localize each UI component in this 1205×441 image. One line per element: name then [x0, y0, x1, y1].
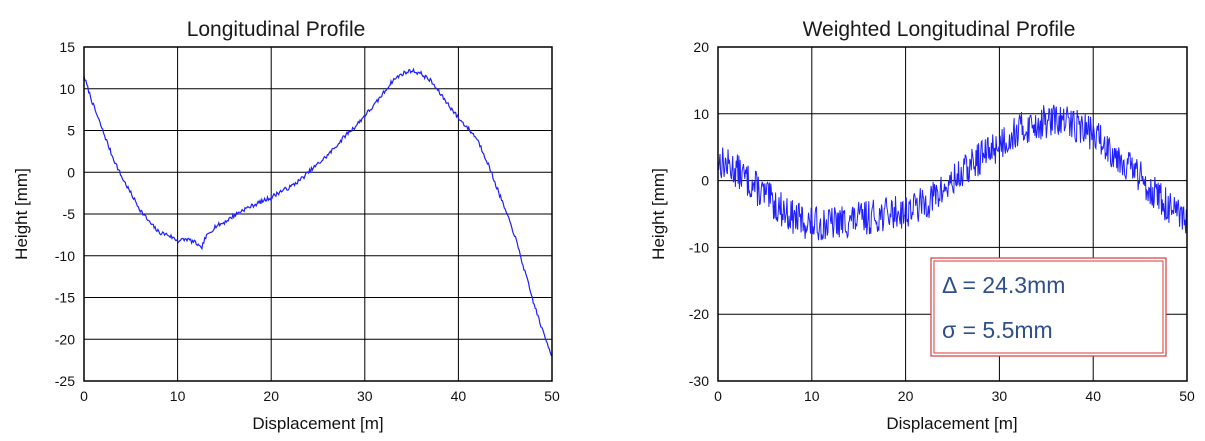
chart-title: Longitudinal Profile — [187, 18, 366, 41]
y-axis-label: Height [mm] — [12, 168, 31, 260]
y-tick-labels: 15 10 5 0 -5 -10 -15 -20 -25 — [55, 39, 75, 389]
x-axis-label: Displacement [m] — [886, 414, 1017, 433]
y-tick-label: -5 — [63, 206, 76, 222]
y-tick-label: 15 — [59, 39, 75, 55]
series-line — [717, 104, 1188, 241]
x-tick-labels: 0 10 20 30 40 50 — [714, 388, 1195, 404]
x-tick-label: 30 — [357, 388, 373, 404]
x-tick-label: 20 — [263, 388, 279, 404]
x-tick-label: 10 — [804, 388, 820, 404]
annotation-box-outer — [930, 257, 1167, 357]
y-tick-label: -10 — [689, 239, 709, 255]
plot-frame — [83, 46, 553, 382]
y-tick-label: 10 — [59, 81, 75, 97]
y-tick-label: -15 — [55, 290, 75, 306]
y-tick-labels: 20 10 0 -10 -20 -30 — [689, 39, 709, 389]
annotation-box-inner — [933, 260, 1164, 354]
y-tick-label: -25 — [55, 373, 75, 389]
x-tick-label: 50 — [1179, 388, 1195, 404]
series-line — [83, 67, 553, 357]
y-tick-label: 0 — [67, 164, 75, 180]
x-tick-labels: 0 10 20 30 40 50 — [80, 388, 560, 404]
x-tick-label: 0 — [714, 388, 722, 404]
plot-frame — [717, 46, 1188, 382]
chart-longitudinal-profile: Longitudinal Profile 151050-5-10-15-20-2… — [12, 18, 560, 433]
x-tick-label: 40 — [1085, 388, 1101, 404]
chart-title: Weighted Longitudinal Profile — [803, 18, 1076, 41]
y-tick-label: 20 — [693, 39, 709, 55]
y-tick-label: 0 — [701, 173, 709, 189]
stats-annotation: Δ = 24.3mm σ = 5.5mm — [930, 257, 1167, 357]
x-tick-label: 10 — [170, 388, 186, 404]
x-tick-label: 20 — [898, 388, 914, 404]
y-tick-label: -20 — [689, 306, 709, 322]
y-axis-label: Height [mm] — [649, 168, 668, 260]
chart-weighted-longitudinal-profile: Weighted Longitudinal Profile 20 10 0 -10 -2… — [649, 18, 1195, 433]
x-tick-label: 0 — [80, 388, 88, 404]
grid — [84, 47, 552, 381]
y-tick-label: 10 — [693, 106, 709, 122]
x-axis-label: Displacement [m] — [252, 414, 383, 433]
x-tick-label: 40 — [451, 388, 467, 404]
y-tick-label: -30 — [689, 373, 709, 389]
x-tick-label: 30 — [992, 388, 1008, 404]
y-tick-label: -10 — [55, 248, 75, 264]
delta-annotation: Δ = 24.3mm — [942, 272, 1065, 298]
y-tick-label: -20 — [55, 331, 75, 347]
x-tick-label: 50 — [544, 388, 560, 404]
y-tick-label: 5 — [67, 123, 75, 139]
sigma-annotation: σ = 5.5mm — [942, 317, 1053, 343]
